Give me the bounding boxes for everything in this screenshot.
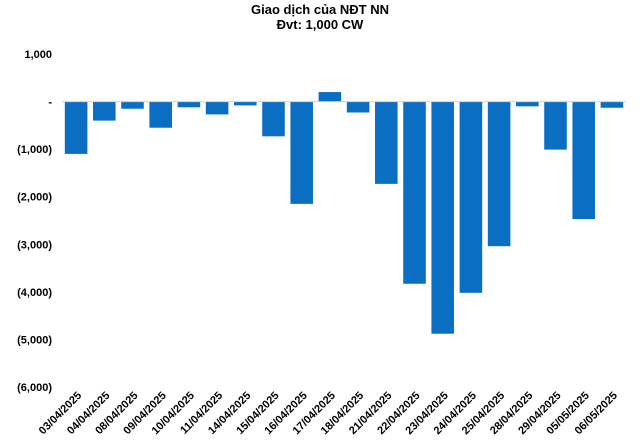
bar [149,101,172,128]
bar [205,101,229,115]
bar [262,101,285,137]
y-tick-label: - [48,97,52,109]
bar [516,101,539,107]
bar [234,101,257,106]
bar [544,101,567,150]
bar [459,101,483,293]
y-tick-label: 1,000 [24,49,52,61]
bar [121,101,144,109]
y-tick-label: (5,000) [17,334,52,346]
y-tick-label: (6,000) [17,382,52,394]
y-tick-label: (2,000) [17,192,52,204]
bar [346,101,370,113]
bar [64,101,88,154]
bar [600,101,624,108]
bar [403,101,426,284]
y-tick-label: (1,000) [17,144,52,156]
bar [177,101,201,108]
bar [431,101,454,334]
bar [375,101,398,184]
bar [572,101,595,220]
y-tick-label: (3,000) [17,239,52,251]
y-tick-label: (4,000) [17,287,52,299]
chart-title: Giao dịch của NĐT NN [251,2,389,17]
bar [487,101,511,247]
bar [93,101,116,121]
bar [318,92,342,102]
chart-subtitle: Đvt: 1,000 CW [276,17,364,32]
bar [290,101,313,204]
